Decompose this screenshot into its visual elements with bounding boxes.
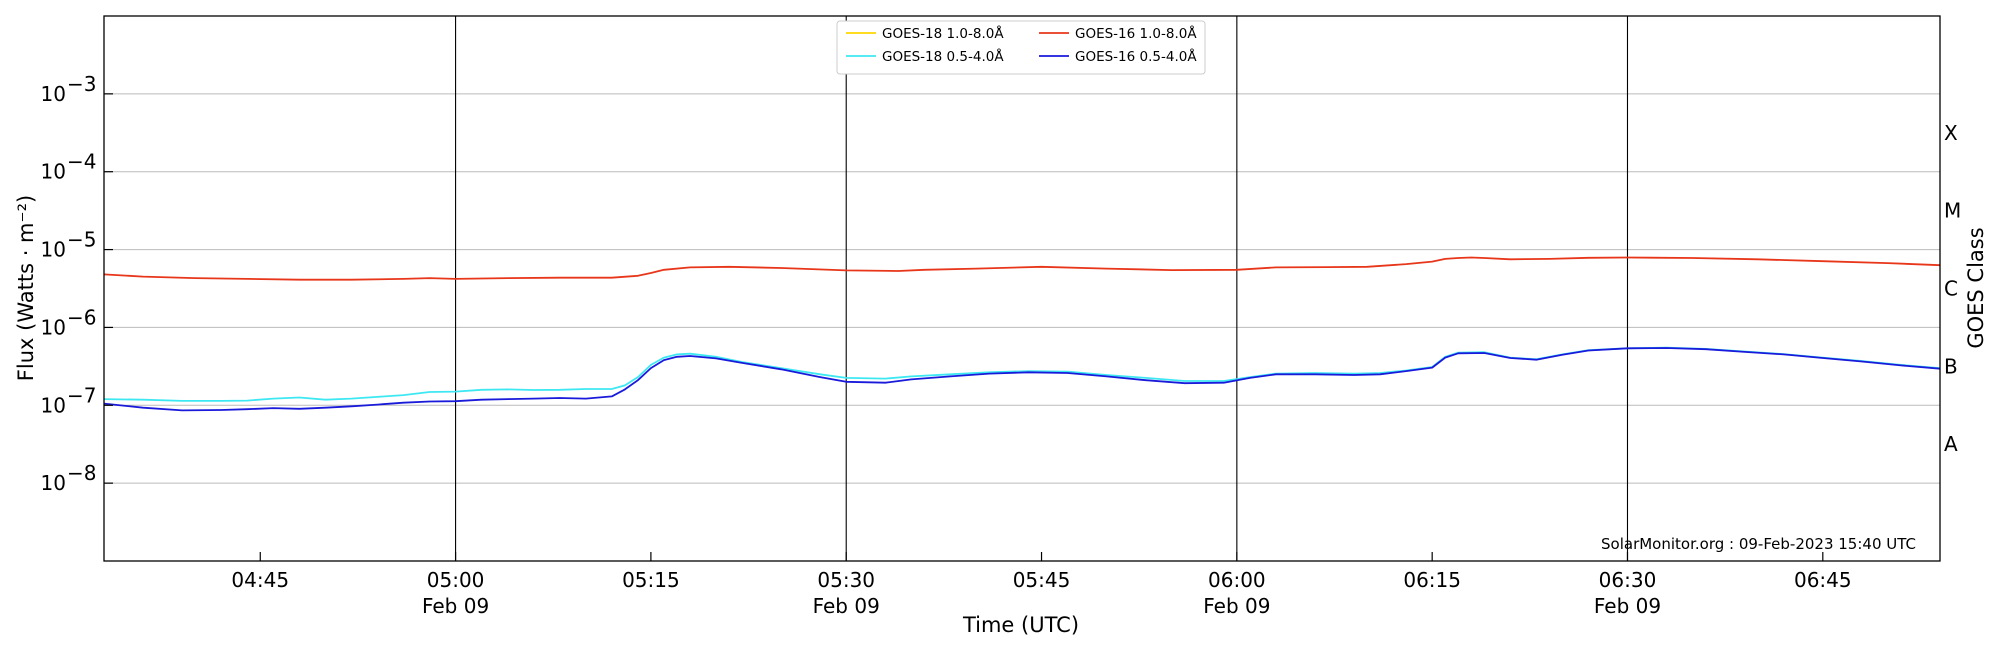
x-tick-label: 06:00 [1208,568,1266,592]
y-axis-label: Flux (Watts · m⁻²) [14,195,38,381]
legend-label: GOES-18 0.5-4.0Å [882,48,1004,65]
goes-class-label: M [1944,199,1961,223]
x-tick-label: 06:30 [1599,568,1657,592]
goes-class-label: A [1944,432,1958,456]
y-tick-exponent: −4 [67,150,96,174]
legend: GOES-18 1.0-8.0Å GOES-18 0.5-4.0Å GOES-16 … [836,20,1206,75]
series-lines [103,256,1941,412]
y-tick-exponent: −5 [67,228,96,252]
x-tick-label: 05:45 [1013,568,1071,592]
grid-lines [104,93,1940,484]
goes-class-label: X [1944,121,1958,145]
plot-background [104,16,1940,561]
x-tick-label: 04:45 [231,568,289,592]
x-tick-date-label: Feb 09 [1594,594,1661,618]
credit-text: SolarMonitor.org : 09-Feb-2023 15:40 UTC [1601,535,1916,553]
y-tick-label: 10 [41,238,66,262]
y-tick-exponent: −7 [67,383,96,407]
goes-class-label: C [1944,277,1958,301]
y-axis-ticks: 10−810−710−610−510−410−3 [41,72,113,495]
y-tick-label: 10 [41,315,66,339]
x-tick-label: 05:00 [427,568,485,592]
y-tick-label: 10 [41,160,66,184]
goes-class-label: B [1944,354,1958,378]
y-tick-exponent: −3 [67,72,96,96]
date-vertical-lines [455,16,1629,561]
right-axis-label: GOES Class [1964,227,1988,348]
x-tick-date-label: Feb 09 [813,594,880,618]
x-tick-label: 06:45 [1794,568,1852,592]
y-tick-label: 10 [41,471,66,495]
y-tick-exponent: −6 [67,305,96,329]
y-tick-exponent: −8 [67,461,96,485]
goes-class-labels: A B C M X [1944,121,1961,456]
legend-label: GOES-18 1.0-8.0Å [882,25,1004,42]
legend-box [836,20,1206,75]
series-line-2 [103,256,1941,281]
plot-frame [103,15,1941,562]
x-tick-date-label: Feb 09 [422,594,489,618]
x-tick-label: 06:15 [1403,568,1461,592]
series-line-3 [103,347,1941,412]
x-tick-date-label: Feb 09 [1203,594,1270,618]
x-tick-label: 05:30 [817,568,875,592]
y-tick-label: 10 [41,393,66,417]
legend-label: GOES-16 0.5-4.0Å [1075,48,1197,65]
x-tick-label: 05:15 [622,568,680,592]
legend-label: GOES-16 1.0-8.0Å [1075,25,1197,42]
x-axis-label: Time (UTC) [962,613,1079,637]
y-tick-label: 10 [41,82,66,106]
